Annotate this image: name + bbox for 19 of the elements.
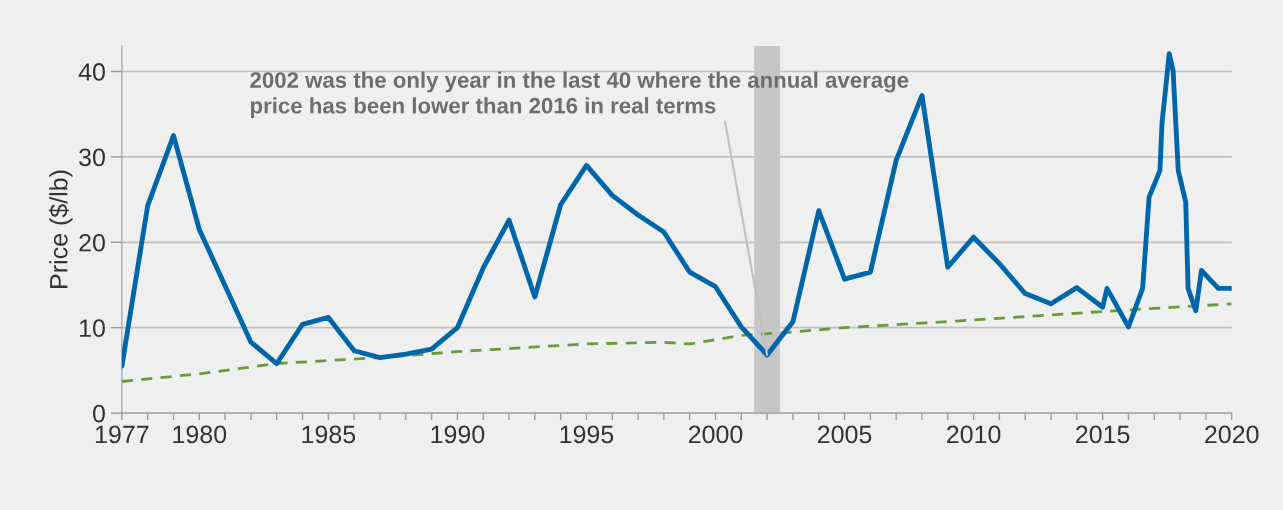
y-tick-label: 0	[92, 404, 105, 423]
x-tick-label: 1980	[173, 425, 227, 444]
x-tick-label: 1995	[560, 425, 614, 444]
y-tick-label: 20	[79, 233, 105, 252]
x-tick-label: 1985	[302, 425, 356, 444]
y-tick-label: 40	[78, 63, 105, 81]
x-tick-label: 1990	[431, 425, 485, 444]
x-tick-label: 2015	[1076, 425, 1130, 444]
y-tick-label: 30	[79, 148, 105, 167]
x-tick-label: 2005	[818, 425, 872, 444]
x-tick-label: 1977	[95, 425, 149, 444]
annotation: 2002 was the only year in the last 40 where the annual average price has been lower than 2016 in real terms	[250, 71, 909, 118]
y-tick-label: 10	[80, 319, 105, 338]
x-tick-label: 2020	[1205, 425, 1259, 444]
line-series	[121, 51, 1232, 369]
x-tick-label: 2010	[947, 425, 1001, 444]
line-series	[121, 302, 1232, 383]
x-tick-label: 2000	[688, 425, 743, 444]
y-axis-title: Price ($/lb)	[48, 170, 73, 288]
